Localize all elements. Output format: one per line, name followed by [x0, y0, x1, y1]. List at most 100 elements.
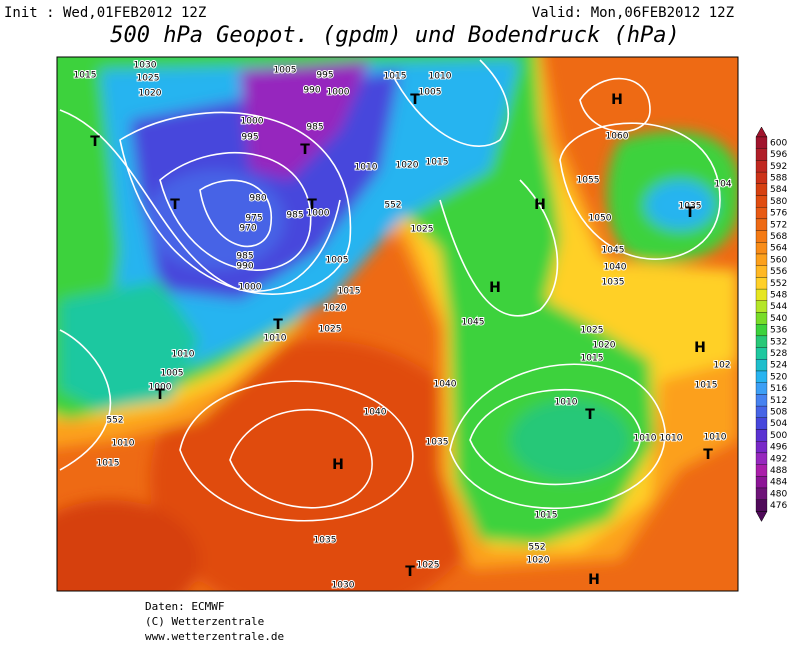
colorbar-cell [755, 230, 768, 243]
colorbar-cell [755, 359, 768, 372]
isobar-label: 1000 [307, 209, 330, 219]
colorbar-cell [755, 394, 768, 407]
isobar-label: 1010 [429, 72, 452, 82]
isobar-label: 1035 [602, 278, 625, 288]
colorbar-cell [755, 499, 768, 512]
colorbar-cell [755, 136, 768, 149]
pressure-center: T [703, 447, 713, 463]
isobar-label: 1015 [535, 511, 558, 521]
isobar-label: 970 [239, 224, 256, 234]
isobar-label: 1020 [396, 161, 419, 171]
isobar-label: 1010 [172, 350, 195, 360]
isobar-label: 1020 [139, 89, 162, 99]
colorbar-label: 516 [770, 384, 787, 394]
colorbar-label: 488 [770, 466, 787, 476]
colorbar-label: 552 [770, 279, 787, 289]
isobar-label: 552 [528, 543, 545, 553]
colorbar-cell [755, 207, 768, 220]
pressure-center: T [410, 92, 420, 108]
colorbar-cell [755, 441, 768, 454]
colorbar-cell [755, 476, 768, 489]
isobar-label: 990 [236, 262, 253, 272]
isobar-label: 1000 [327, 88, 350, 98]
valid-time: Valid: Mon,06FEB2012 12Z [532, 5, 734, 21]
colorbar-cap [755, 511, 768, 522]
isobar-label: 1015 [426, 158, 449, 168]
colorbar-label: 524 [770, 361, 787, 371]
colorbar-cell [755, 195, 768, 208]
colorbar-label: 504 [770, 419, 787, 429]
colorbar-label: 568 [770, 232, 787, 242]
colorbar-label: 496 [770, 443, 787, 453]
pressure-center: T [300, 142, 310, 158]
footer-source: Daten: ECMWF [145, 600, 224, 613]
isobar-label: 1025 [319, 325, 342, 335]
isobar-label: 1020 [593, 341, 616, 351]
colorbar-cell [755, 218, 768, 231]
isobar-label: 1035 [314, 536, 337, 546]
colorbar-cell [755, 183, 768, 196]
colorbar-label: 544 [770, 302, 787, 312]
colorbar-cell [755, 171, 768, 184]
isobar-label: 1050 [589, 214, 612, 224]
isobar-label: 1010 [555, 398, 578, 408]
colorbar-label: 528 [770, 349, 787, 359]
pressure-center: H [534, 197, 546, 213]
isobar-label: 1005 [161, 369, 184, 379]
isobar-label: 1030 [134, 61, 157, 71]
isobar-label: 1040 [434, 380, 457, 390]
isobar-label: 1015 [581, 354, 604, 364]
pressure-center: T [170, 197, 180, 213]
footer-copyright: (C) Wetterzentrale [145, 615, 264, 628]
colorbar-label: 596 [770, 150, 787, 160]
isobar-label: 1030 [332, 581, 355, 591]
colorbar-cell [755, 452, 768, 465]
map-title: 500 hPa Geopot. (gpdm) und Bodendruck (h… [110, 23, 680, 48]
isobar-label: 1000 [149, 383, 172, 393]
colorbar-label: 564 [770, 244, 787, 254]
isobar-label: 995 [316, 71, 333, 81]
colorbar-label: 560 [770, 255, 787, 265]
colorbar-cell [755, 288, 768, 301]
isobar-label: 1040 [364, 408, 387, 418]
isobar-label: 1005 [274, 66, 297, 76]
pressure-center: H [694, 340, 706, 356]
isobar-label: 1045 [462, 318, 485, 328]
isobar-label: 104 [714, 180, 731, 190]
isobar-label: 1055 [577, 176, 600, 186]
isobar-label: 1010 [264, 334, 287, 344]
isobar-label: 1005 [326, 256, 349, 266]
colorbar-cell [755, 464, 768, 477]
colorbar-cell [755, 324, 768, 337]
colorbar-label: 540 [770, 314, 787, 324]
colorbar-label: 576 [770, 209, 787, 219]
colorbar-cell [755, 382, 768, 395]
colorbar-label: 480 [770, 489, 787, 499]
colorbar-label: 532 [770, 337, 787, 347]
colorbar-cell [755, 312, 768, 325]
colorbar-cell [755, 347, 768, 360]
colorbar-label: 536 [770, 326, 787, 336]
colorbar-cell [755, 370, 768, 383]
colorbar-cell [755, 335, 768, 348]
colorbar-label: 500 [770, 431, 787, 441]
colorbar-label: 520 [770, 372, 787, 382]
isobar-label: 1060 [606, 132, 629, 142]
isobar-label: 1010 [704, 433, 727, 443]
isobar-label: 552 [384, 201, 401, 211]
colorbar-label: 484 [770, 478, 787, 488]
pressure-center: H [611, 92, 623, 108]
isobar-label: 995 [241, 133, 258, 143]
isobar-label: 975 [245, 214, 262, 224]
colorbar-label: 572 [770, 220, 787, 230]
colorbar-cell [755, 417, 768, 430]
isobar-label: 985 [286, 211, 303, 221]
colorbar-cap [755, 126, 768, 138]
isobar-label: 1025 [581, 326, 604, 336]
footer-url: www.wetterzentrale.de [145, 630, 284, 643]
colorbar-cell [755, 160, 768, 173]
colorbar-label: 548 [770, 290, 787, 300]
colorbar-label: 556 [770, 267, 787, 277]
isobar-label: 1000 [239, 283, 262, 293]
